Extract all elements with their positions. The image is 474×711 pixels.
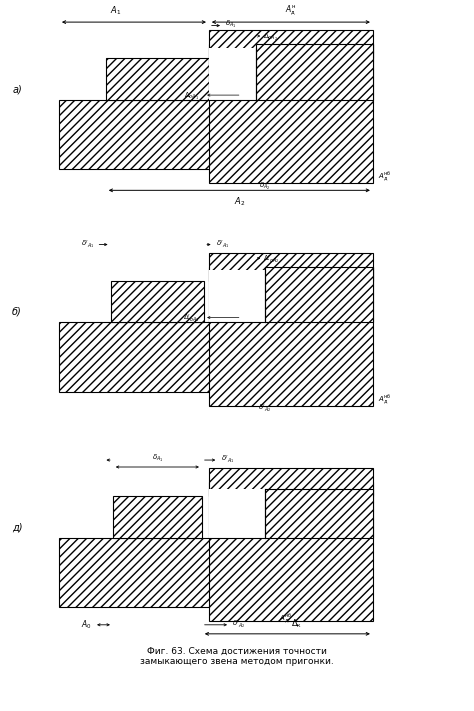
Text: $\delta_{A_2}$: $\delta_{A_2}$ bbox=[259, 181, 271, 193]
Text: $\delta'_{A_2}$: $\delta'_{A_2}$ bbox=[232, 619, 246, 631]
Text: $\delta'_{A_1}$: $\delta'_{A_1}$ bbox=[81, 238, 94, 250]
Bar bbox=[59, 538, 256, 607]
Text: $\delta_{A_1}$: $\delta_{A_1}$ bbox=[152, 452, 163, 464]
Bar bbox=[209, 44, 373, 183]
Text: $A_1$: $A_1$ bbox=[109, 5, 121, 17]
Bar bbox=[209, 469, 373, 496]
Bar bbox=[209, 48, 256, 100]
Text: б): б) bbox=[12, 307, 22, 317]
Text: $\delta_{A_1}$: $\delta_{A_1}$ bbox=[225, 19, 237, 31]
Bar bbox=[59, 322, 256, 392]
Bar bbox=[265, 489, 373, 538]
Text: д): д) bbox=[12, 523, 23, 533]
Text: $\Delta_{oA_1}$: $\Delta_{oA_1}$ bbox=[184, 91, 200, 102]
Bar bbox=[106, 58, 209, 100]
Text: $\Delta'_{oA_2}$: $\Delta'_{oA_2}$ bbox=[263, 254, 279, 266]
Bar bbox=[110, 281, 204, 322]
Bar bbox=[209, 270, 265, 322]
Text: а): а) bbox=[12, 85, 22, 95]
Text: $A_2$: $A_2$ bbox=[234, 196, 245, 208]
Text: $\delta'_{A_2}$: $\delta'_{A_2}$ bbox=[258, 403, 272, 415]
Text: $A^\text{н}_\text{д}$: $A^\text{н}_\text{д}$ bbox=[285, 4, 297, 17]
Bar bbox=[265, 267, 373, 322]
Text: $\delta'_{A_1}$: $\delta'_{A_1}$ bbox=[220, 454, 234, 466]
Text: $\delta'_{A_1}$: $\delta'_{A_1}$ bbox=[216, 238, 229, 250]
Bar bbox=[256, 44, 373, 100]
Bar bbox=[209, 267, 373, 406]
Bar bbox=[209, 482, 373, 621]
Text: $A^\text{нб}_\text{д}$: $A^\text{нб}_\text{д}$ bbox=[279, 611, 293, 625]
Bar bbox=[209, 253, 373, 281]
Text: Фиг. 63. Схема достижения точности
замыкающего звена методом пригонки.: Фиг. 63. Схема достижения точности замык… bbox=[140, 646, 334, 665]
Bar bbox=[209, 31, 373, 58]
Text: $\Delta'_{oA_1}$: $\Delta'_{oA_1}$ bbox=[183, 313, 200, 325]
Text: $\Delta_{oA_2}$: $\Delta_{oA_2}$ bbox=[263, 32, 278, 43]
Bar bbox=[209, 489, 265, 538]
Text: $A_0$: $A_0$ bbox=[81, 619, 92, 631]
Text: $\Delta_\text{к}$: $\Delta_\text{к}$ bbox=[291, 618, 302, 631]
Bar bbox=[113, 496, 202, 538]
Bar bbox=[59, 100, 256, 169]
Text: $A^\text{нб}_\text{д}$: $A^\text{нб}_\text{д}$ bbox=[377, 169, 391, 183]
Text: $A^\text{нб}_\text{д}$: $A^\text{нб}_\text{д}$ bbox=[377, 392, 391, 406]
